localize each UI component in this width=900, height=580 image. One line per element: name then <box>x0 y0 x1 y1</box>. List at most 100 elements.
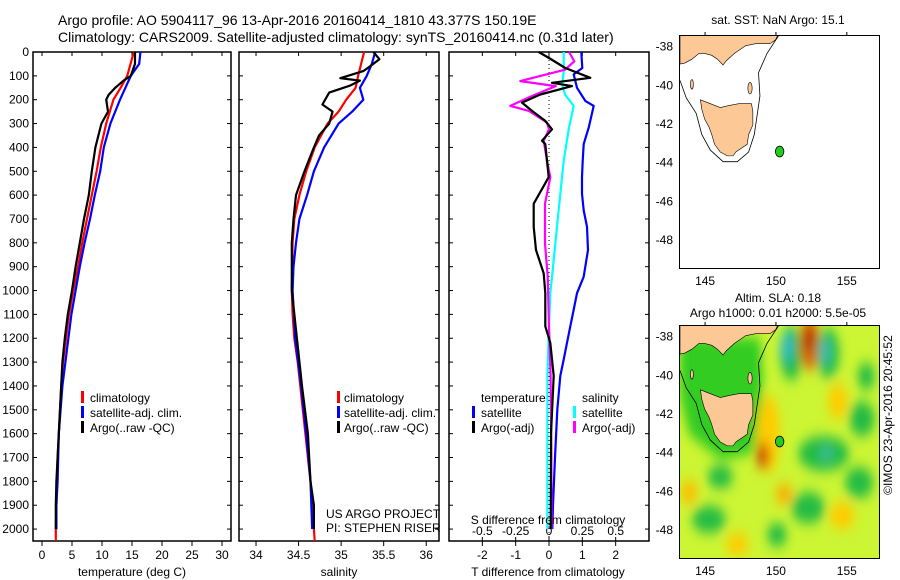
x-tick-label: 1 <box>579 548 586 562</box>
legend-swatch-clim <box>81 391 84 403</box>
t-diff-axis-label: T difference from climatology <box>471 565 625 579</box>
depth-tick-label: 200 <box>9 93 29 107</box>
lat-tick-label: -44 <box>656 156 674 170</box>
x-tick-label: -1 <box>510 548 521 562</box>
series-line-difference-t-argo-adj- <box>520 51 592 530</box>
lat-tick-label: -48 <box>656 523 674 537</box>
legend-swatch-sat <box>337 406 340 418</box>
legend-label: satellite <box>582 406 623 420</box>
lon-tick-label: 150 <box>766 564 786 578</box>
depth-tick-label: 1900 <box>2 498 29 512</box>
depth-tick-label: 2000 <box>2 522 29 536</box>
depth-tick-label: 0 <box>22 45 29 59</box>
legend-label: climatology <box>90 391 150 405</box>
shelf-contour <box>680 326 778 452</box>
x-tick-label: 35 <box>334 548 348 562</box>
temperature-legend: climatology satellite-adj. clim. Argo(..… <box>81 391 182 435</box>
lon-tick-label: 155 <box>837 274 857 288</box>
series-line-temperature-satellite-adj-clim- <box>55 51 142 530</box>
lon-tick-label: 150 <box>766 274 786 288</box>
x-tick-label: 30 <box>215 548 229 562</box>
sla-map-title1: Altim. SLA: 0.18 <box>734 291 822 305</box>
shelf-contour <box>680 36 778 162</box>
salinity-axis-label: salinity <box>321 565 358 579</box>
s-diff-axis-label: S difference from climatology <box>471 513 626 527</box>
legend-label: Argo(-adj) <box>582 421 635 435</box>
lat-tick-label: -48 <box>656 233 674 247</box>
depth-tick-label: 700 <box>9 212 29 226</box>
sla-map-title2: Argo h1000: 0.01 h2000: 5.5e-05 <box>689 306 867 320</box>
depth-tick-label: 800 <box>9 236 29 250</box>
depth-tick-label: 400 <box>9 140 29 154</box>
depth-tick-label: 300 <box>9 117 29 131</box>
legend-heading-salinity: salinity <box>582 391 619 405</box>
x2-tick-label: -0.5 <box>472 524 493 538</box>
lat-tick-label: -44 <box>656 446 674 460</box>
series-line-salinity-satellite-adj-clim- <box>291 51 377 530</box>
legend-swatch-clim <box>337 391 340 403</box>
x-tick-label: 0 <box>546 548 553 562</box>
series-line-difference-t-satellite <box>551 51 595 530</box>
x2-tick-label: -0.25 <box>502 524 530 538</box>
depth-tick-label: 500 <box>9 164 29 178</box>
x-tick-label: 34.5 <box>287 548 311 562</box>
figure-title-line2: Climatology: CARS2009. Satellite-adjuste… <box>58 29 614 45</box>
sla-map[interactable] <box>679 325 880 559</box>
argo-float-marker <box>775 146 784 157</box>
x2-tick-label: 0 <box>546 524 553 538</box>
depth-tick-label: 100 <box>9 69 29 83</box>
depth-tick-label: 1800 <box>2 474 29 488</box>
temperature-panel-frame <box>32 51 232 542</box>
legend-label: Argo(..raw -QC) <box>344 421 429 435</box>
temperature-axis-label: temperature (deg C) <box>78 565 186 579</box>
x-tick-label: 10 <box>95 548 109 562</box>
figure-title-line1: Argo profile: AO 5904117_96 13-Apr-2016 … <box>58 12 537 28</box>
x-tick-label: 2 <box>612 548 619 562</box>
depth-tick-label: 1000 <box>2 284 29 298</box>
series-line-temperature-climatology <box>54 51 135 541</box>
lon-tick-label: 145 <box>695 564 715 578</box>
lat-tick-label: -46 <box>656 484 674 498</box>
legend-label: satellite-adj. clim. <box>344 406 436 420</box>
depth-tick-label: 1300 <box>2 355 29 369</box>
legend-swatch-sat <box>81 406 84 418</box>
salinity-panel-frame <box>238 51 440 542</box>
legend-swatch-s-argo <box>573 421 576 433</box>
legend-label: Argo(..raw -QC) <box>90 421 175 435</box>
pi-credit: PI: STEPHEN RISER <box>326 521 441 535</box>
depth-tick-label: 900 <box>9 260 29 274</box>
x-tick-label: 36 <box>420 548 434 562</box>
land <box>680 36 778 156</box>
x-tick-label: 25 <box>185 548 199 562</box>
legend-swatch-argo <box>337 421 340 433</box>
x-tick-label: 34 <box>249 548 263 562</box>
lon-tick-label: 155 <box>837 564 857 578</box>
imos-timestamp: ©IMOS 23-Apr-2016 20:45:52 <box>881 335 895 495</box>
project-credit: US ARGO PROJECT <box>326 507 441 521</box>
x-tick-label: 0 <box>39 548 46 562</box>
series-line-salinity-argo-raw-qc- <box>290 51 381 530</box>
lat-tick-label: -38 <box>656 330 674 344</box>
legend-swatch-argo <box>81 421 84 433</box>
lat-tick-label: -40 <box>656 368 674 382</box>
depth-tick-label: 1500 <box>2 403 29 417</box>
lat-tick-label: -38 <box>656 40 674 54</box>
lat-tick-label: -46 <box>656 194 674 208</box>
sst-map[interactable] <box>679 35 880 269</box>
land <box>680 326 778 446</box>
x-tick-label: 35.5 <box>372 548 396 562</box>
x2-tick-label: 0.5 <box>607 524 624 538</box>
x-tick-label: 15 <box>125 548 139 562</box>
x-tick-label: 5 <box>69 548 76 562</box>
depth-tick-label: 1400 <box>2 379 29 393</box>
salinity-legend: climatology satellite-adj. clim. Argo(..… <box>337 391 436 435</box>
difference-legend: temperature satellite Argo(-adj) salinit… <box>472 391 635 435</box>
depth-tick-label: 1700 <box>2 451 29 465</box>
legend-label: satellite <box>481 406 522 420</box>
x-tick-label: -2 <box>477 548 488 562</box>
sst-map-title: sat. SST: NaN Argo: 15.1 <box>711 13 845 27</box>
series-line-difference-s-argo-adj- <box>509 51 576 530</box>
depth-tick-label: 1200 <box>2 331 29 345</box>
legend-label: climatology <box>344 391 404 405</box>
x2-tick-label: 0.25 <box>571 524 595 538</box>
